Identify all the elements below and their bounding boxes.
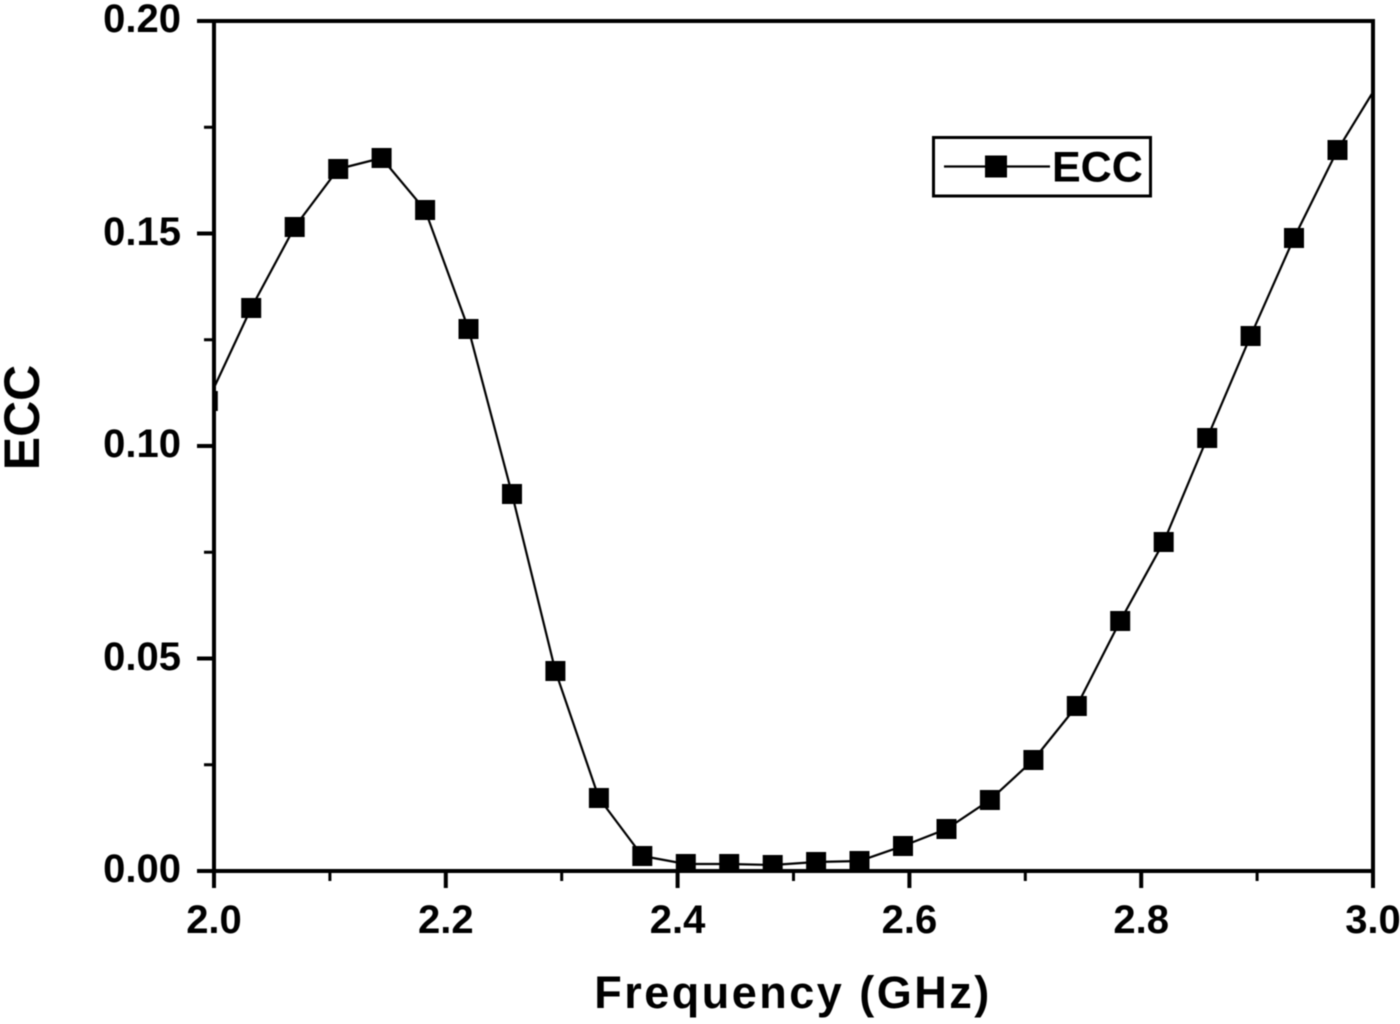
svg-text:2.0: 2.0 <box>186 898 242 942</box>
svg-text:0.05: 0.05 <box>103 635 181 679</box>
svg-text:ECC: ECC <box>1052 144 1143 192</box>
svg-text:2.8: 2.8 <box>1113 898 1169 942</box>
svg-text:0.00: 0.00 <box>103 847 181 891</box>
svg-text:2.6: 2.6 <box>882 898 938 942</box>
svg-text:0.20: 0.20 <box>103 0 181 41</box>
svg-text:Frequency (GHz): Frequency (GHz) <box>594 967 992 1018</box>
svg-text:0.10: 0.10 <box>103 422 181 466</box>
svg-text:3.0: 3.0 <box>1345 898 1400 942</box>
svg-text:2.2: 2.2 <box>418 898 474 942</box>
svg-text:2.4: 2.4 <box>650 898 706 942</box>
svg-text:0.15: 0.15 <box>103 210 181 254</box>
svg-text:ECC: ECC <box>0 365 50 471</box>
